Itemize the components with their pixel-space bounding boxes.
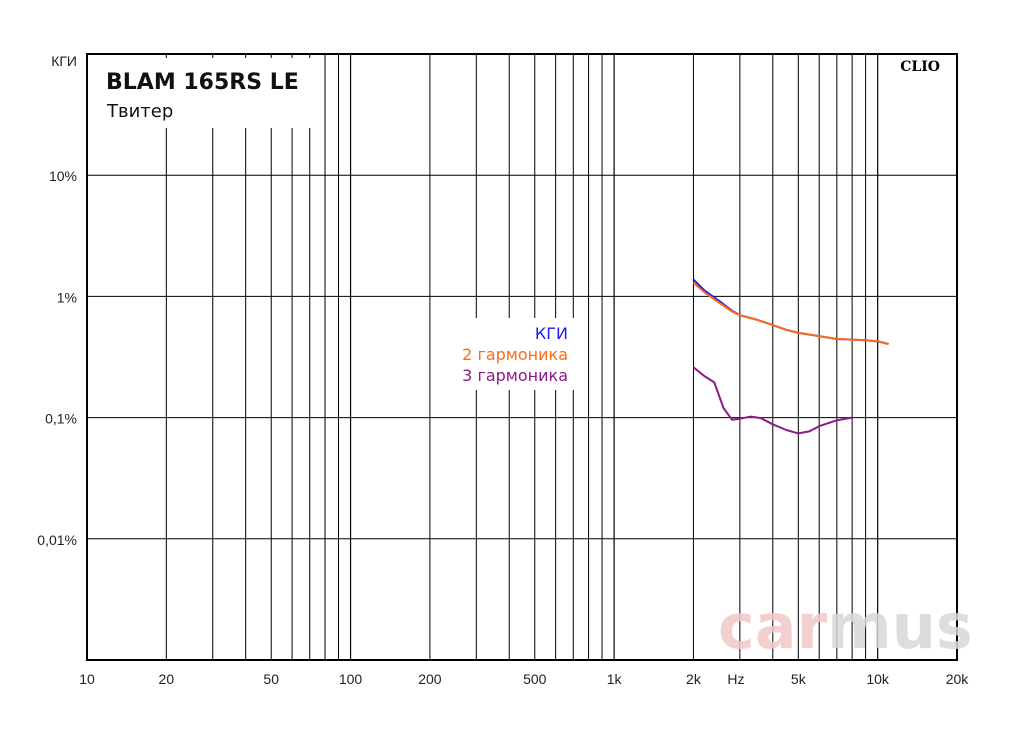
series-line (692, 366, 853, 435)
x-tick-label: 50 (263, 671, 279, 687)
x-tick-label: 100 (339, 671, 363, 687)
x-tick-label: 20 (159, 671, 175, 687)
legend-background (446, 318, 574, 390)
clio-brand-label: CLIO (900, 59, 940, 75)
y-tick-label: 0,01% (37, 532, 77, 548)
x-tick-label: 10 (79, 671, 95, 687)
chart-title: BLAM 165RS LE (106, 70, 299, 95)
legend: КГИ 2 гармоника 3 гармоника (446, 318, 574, 390)
title-background (100, 58, 318, 128)
y-tick-label: 10% (49, 168, 77, 184)
x-tick-label: 200 (418, 671, 442, 687)
x-axis-unit-label: Hz (727, 671, 744, 687)
x-tick-label: 1k (607, 671, 623, 687)
y-tick-label: 0,1% (45, 411, 77, 427)
legend-entry: 2 гармоника (462, 345, 568, 364)
y-tick-label: 1% (57, 289, 77, 305)
series-lines (692, 278, 889, 435)
x-tick-label: 10k (866, 671, 890, 687)
x-tick-label: 2k (686, 671, 702, 687)
x-tick-label: 20k (946, 671, 970, 687)
legend-entry: КГИ (535, 324, 568, 343)
plot-frame (86, 53, 958, 661)
x-tick-label: 500 (523, 671, 547, 687)
watermark-right: mus (827, 590, 973, 663)
brand-background (892, 57, 944, 76)
y-tick-label: КГИ (51, 53, 77, 69)
tick-labels: 10 20 50 100 200 500 1k 2k 5k 10k 20k КГИ 10% 1% 0,1% 0… (37, 53, 969, 687)
chart-subtitle: Твитер (106, 101, 173, 122)
legend-entry: 3 гармоника (462, 366, 568, 385)
x-tick-label: 5k (791, 671, 807, 687)
series-line (692, 278, 889, 345)
watermark-left: car (718, 590, 828, 663)
series-line (692, 281, 889, 345)
watermark: carmus (718, 590, 973, 663)
